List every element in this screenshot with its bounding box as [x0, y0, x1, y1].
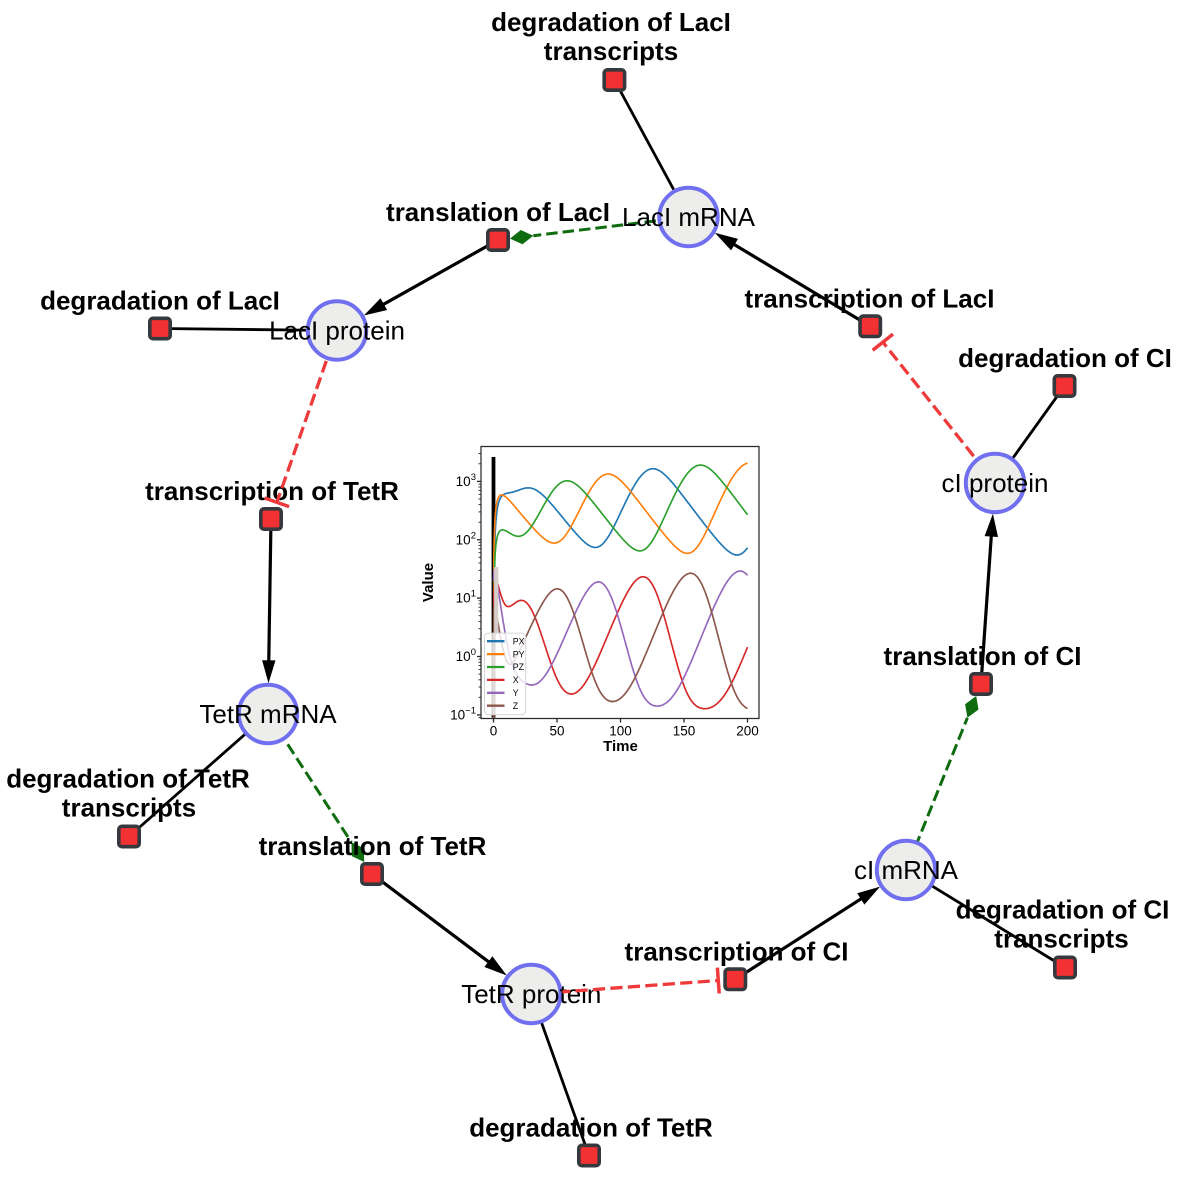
svg-text:Y: Y: [513, 688, 519, 698]
svg-text:150: 150: [673, 724, 696, 739]
svg-text:TetR protein: TetR protein: [461, 979, 601, 1009]
svg-text:X: X: [513, 675, 519, 685]
svg-text:degradation of TetR: degradation of TetR: [469, 1113, 713, 1143]
svg-text:degradation of LacI: degradation of LacI: [491, 7, 731, 37]
svg-text:degradation of TetR: degradation of TetR: [6, 764, 250, 794]
svg-text:degradation of CI: degradation of CI: [956, 895, 1170, 925]
svg-text:LacI protein: LacI protein: [269, 316, 405, 346]
svg-text:transcripts: transcripts: [994, 924, 1128, 954]
svg-text:PZ: PZ: [513, 662, 525, 672]
svg-text:transcription of LacI: transcription of LacI: [745, 283, 995, 313]
svg-text:0: 0: [490, 724, 498, 739]
svg-text:transcripts: transcripts: [544, 36, 678, 66]
svg-text:103: 103: [456, 472, 476, 489]
svg-text:100: 100: [609, 724, 632, 739]
svg-text:Z: Z: [513, 701, 519, 711]
svg-text:LacI mRNA: LacI mRNA: [622, 202, 756, 232]
svg-text:degradation of LacI: degradation of LacI: [40, 286, 280, 316]
svg-text:Time: Time: [603, 738, 638, 755]
svg-text:translation of CI: translation of CI: [884, 641, 1082, 671]
svg-text:TetR mRNA: TetR mRNA: [199, 699, 337, 729]
svg-text:10−1: 10−1: [450, 705, 476, 722]
svg-text:degradation of CI: degradation of CI: [958, 343, 1172, 373]
svg-text:cI protein: cI protein: [942, 468, 1049, 498]
svg-text:transcription of CI: transcription of CI: [625, 936, 849, 966]
svg-text:translation of TetR: translation of TetR: [259, 831, 487, 861]
svg-text:transcripts: transcripts: [62, 793, 196, 823]
svg-text:50: 50: [549, 724, 564, 739]
svg-text:translation of LacI: translation of LacI: [386, 197, 610, 227]
svg-text:PX: PX: [513, 636, 525, 646]
svg-text:100: 100: [456, 647, 476, 664]
svg-text:cI mRNA: cI mRNA: [854, 855, 959, 885]
svg-text:200: 200: [736, 724, 759, 739]
svg-text:102: 102: [456, 530, 476, 547]
svg-text:PY: PY: [513, 649, 525, 659]
svg-text:Value: Value: [420, 563, 437, 602]
svg-text:101: 101: [456, 589, 476, 606]
